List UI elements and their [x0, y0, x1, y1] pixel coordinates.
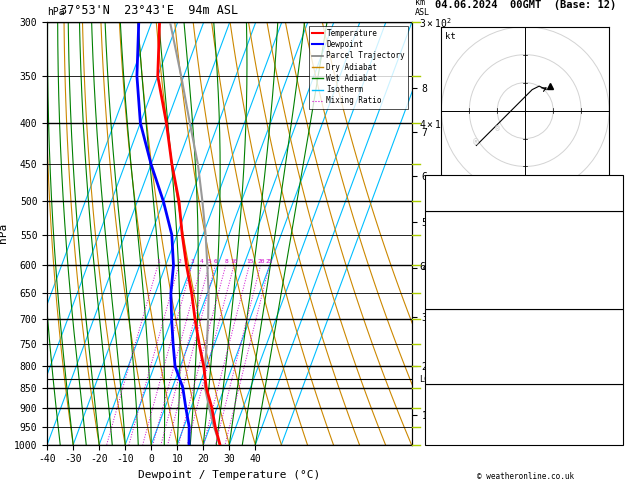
Text: 47: 47 [609, 189, 620, 198]
X-axis label: Dewpoint / Temperature (°C): Dewpoint / Temperature (°C) [138, 470, 321, 480]
Text: θᴇ (K): θᴇ (K) [428, 335, 460, 345]
Text: StmDir: StmDir [428, 422, 460, 431]
Text: 426: 426 [603, 373, 620, 382]
Text: 426: 426 [603, 297, 620, 306]
Text: 314°: 314° [598, 422, 620, 431]
Text: 15: 15 [246, 259, 253, 264]
Text: km
ASL: km ASL [415, 0, 430, 17]
Text: PW (cm): PW (cm) [428, 201, 466, 210]
Text: CAPE (J): CAPE (J) [428, 283, 471, 292]
Text: EH: EH [428, 398, 439, 407]
Text: 3: 3 [191, 259, 194, 264]
Text: 26.4: 26.4 [598, 228, 620, 237]
Text: 2: 2 [177, 259, 181, 264]
Text: 4: 4 [614, 434, 620, 443]
Text: StmSpd (kt): StmSpd (kt) [428, 434, 487, 443]
Text: 37°53'N  23°43'E  94m ASL: 37°53'N 23°43'E 94m ASL [60, 4, 238, 17]
Text: Most Unstable: Most Unstable [489, 311, 559, 319]
Text: 1: 1 [614, 269, 620, 278]
Text: LCL: LCL [420, 375, 434, 384]
Text: 330: 330 [603, 335, 620, 345]
Text: CAPE (J): CAPE (J) [428, 361, 471, 370]
Text: ®: ® [474, 138, 479, 147]
Y-axis label: hPa: hPa [0, 223, 8, 243]
Text: CIN (J): CIN (J) [428, 373, 466, 382]
Text: 14: 14 [609, 361, 620, 370]
Legend: Temperature, Dewpoint, Parcel Trajectory, Dry Adiabat, Wet Adiabat, Isotherm, Mi: Temperature, Dewpoint, Parcel Trajectory… [309, 26, 408, 108]
Text: K: K [428, 176, 434, 186]
Text: 2.42: 2.42 [598, 201, 620, 210]
Text: CIN (J): CIN (J) [428, 297, 466, 306]
Text: 6: 6 [214, 259, 218, 264]
Text: Pressure (mb): Pressure (mb) [428, 323, 498, 332]
Text: 25: 25 [266, 259, 274, 264]
Text: 5: 5 [208, 259, 211, 264]
Text: 330: 330 [603, 256, 620, 264]
Text: 8: 8 [224, 259, 228, 264]
Text: Hodograph: Hodograph [499, 385, 548, 395]
Text: © weatheronline.co.uk: © weatheronline.co.uk [477, 472, 574, 481]
Text: 1: 1 [614, 348, 620, 357]
Text: θᴇ(K): θᴇ(K) [428, 256, 455, 264]
Text: 5: 5 [614, 398, 620, 407]
Text: 14: 14 [609, 283, 620, 292]
Text: 24: 24 [609, 176, 620, 186]
Text: 20: 20 [257, 259, 265, 264]
Text: kt: kt [445, 32, 455, 41]
Text: Surface: Surface [505, 214, 542, 223]
Text: Lifted Index: Lifted Index [428, 269, 493, 278]
Text: 14.5: 14.5 [598, 242, 620, 251]
Text: 1: 1 [614, 410, 620, 419]
Text: Totals Totals: Totals Totals [428, 189, 498, 198]
Text: 4: 4 [200, 259, 204, 264]
Text: 04.06.2024  00GMT  (Base: 12): 04.06.2024 00GMT (Base: 12) [435, 0, 616, 10]
Text: 10: 10 [230, 259, 238, 264]
Text: Lifted Index: Lifted Index [428, 348, 493, 357]
Text: Temp (°C): Temp (°C) [428, 228, 477, 237]
Text: 1: 1 [156, 259, 160, 264]
Text: hPa: hPa [47, 7, 65, 17]
Text: ®: ® [495, 124, 500, 134]
Y-axis label: Mixing Ratio (g/kg): Mixing Ratio (g/kg) [455, 182, 464, 284]
Text: Dewp (°C): Dewp (°C) [428, 242, 477, 251]
Text: SREH: SREH [428, 410, 450, 419]
Text: 1001: 1001 [598, 323, 620, 332]
